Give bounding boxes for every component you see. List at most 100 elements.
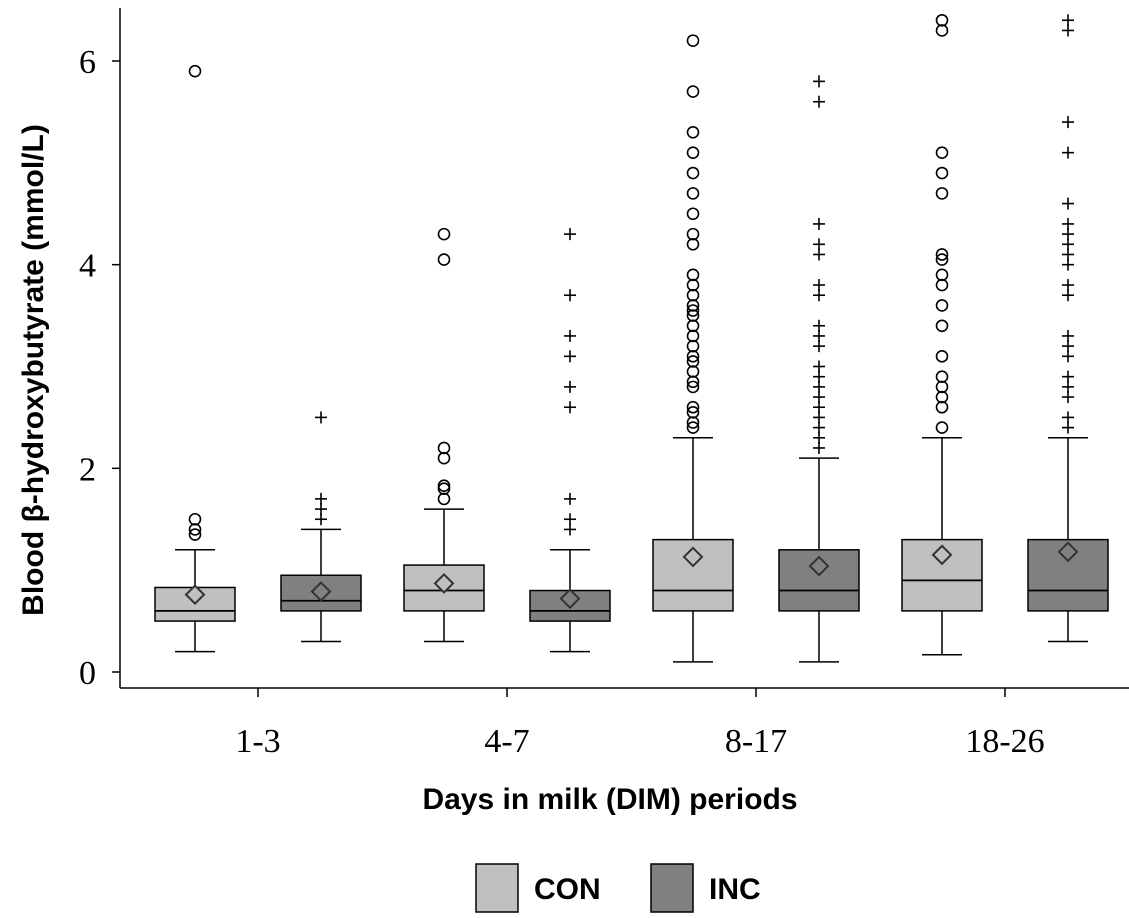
outlier-point [1062, 411, 1074, 424]
outlier-point [686, 299, 700, 312]
outlier-point [564, 289, 576, 302]
outlier-point [686, 329, 700, 343]
y-axis-title: Blood β-hydroxybutyrate (mmol/L) [17, 124, 50, 616]
outlier-point [1062, 421, 1074, 434]
outlier-point [1062, 289, 1074, 302]
outlier-point [686, 365, 700, 378]
outlier-point [686, 339, 700, 353]
legend-label: INC [709, 873, 761, 906]
mean-marker [559, 588, 581, 610]
box-inc-8-17 [778, 75, 860, 663]
outlier-point [437, 253, 451, 266]
outlier-point [935, 350, 949, 363]
outlier-point [686, 288, 700, 302]
mean-marker [184, 584, 206, 606]
outlier-point [1062, 238, 1074, 251]
legend: CON INC [475, 863, 761, 913]
outlier-point [935, 370, 949, 383]
outlier-point [564, 492, 576, 505]
y-tick-label: 4 [79, 248, 96, 285]
box-iqr [778, 549, 860, 612]
outlier-point [813, 329, 825, 342]
axes: 0 2 4 6 1-3 4-7 8-17 18-26 [79, 8, 1129, 760]
outlier-point [315, 503, 327, 516]
outlier-point [1062, 24, 1074, 37]
outlier-point [188, 64, 202, 78]
outlier-point [1062, 258, 1074, 271]
outlier-point [564, 513, 576, 526]
outlier-point [686, 416, 700, 429]
legend-label: CON [534, 873, 601, 906]
legend-item-inc: INC [650, 863, 761, 913]
outlier-point [564, 228, 576, 241]
outlier-point [1062, 391, 1074, 404]
outlier-point [935, 146, 949, 159]
outlier-point [935, 24, 949, 37]
outlier-point [686, 125, 700, 139]
outlier-point [315, 411, 327, 424]
outlier-point [315, 513, 327, 526]
outlier-point [935, 390, 949, 404]
outlier-point [1062, 217, 1074, 230]
legend-item-con: CON [475, 863, 601, 913]
box-con-1-3 [154, 64, 236, 653]
outlier-point [686, 319, 700, 333]
outlier-point [813, 370, 825, 383]
outlier-point [686, 375, 700, 389]
outlier-point [315, 492, 327, 505]
outlier-point [1062, 116, 1074, 129]
outlier-point [813, 391, 825, 404]
outlier-point [686, 421, 700, 434]
outlier-point [935, 319, 949, 333]
outlier-point [813, 95, 825, 108]
outlier-point [935, 248, 949, 261]
mean-marker [931, 544, 953, 566]
outlier-point [813, 319, 825, 332]
mean-marker [310, 581, 332, 602]
outlier-point [813, 279, 825, 292]
outlier-point [686, 207, 700, 221]
outlier-point [437, 441, 451, 455]
outlier-point [686, 304, 700, 317]
outlier-point [935, 299, 949, 312]
outlier-point [686, 238, 700, 251]
outlier-point [1062, 329, 1074, 342]
outlier-point [813, 217, 825, 230]
outlier-point [686, 380, 700, 394]
outlier-point [686, 278, 700, 292]
outlier-point [686, 85, 700, 98]
outlier-point [935, 278, 949, 292]
outlier-point [188, 528, 202, 541]
outlier-point [1062, 370, 1074, 383]
outlier-point [686, 406, 700, 419]
outlier-point [1062, 146, 1074, 159]
outlier-point [935, 421, 949, 434]
outlier-point [437, 451, 451, 465]
box-inc-1-3 [280, 411, 362, 643]
outlier-point [437, 492, 451, 506]
x-tick-label: 1-3 [235, 723, 280, 760]
mean-marker [682, 546, 704, 568]
outlier-point [686, 166, 700, 180]
outlier-point [813, 340, 825, 353]
plot-area [154, 13, 1109, 663]
x-axis-title: Days in milk (DIM) periods [422, 783, 797, 816]
outlier-point [686, 350, 700, 363]
y-tick-label: 6 [79, 44, 96, 81]
outlier-point [935, 400, 949, 414]
outlier-point [686, 227, 700, 241]
outlier-point [813, 289, 825, 302]
outlier-point [813, 411, 825, 424]
x-tick-label: 4-7 [484, 723, 529, 760]
outlier-point [686, 146, 700, 159]
outlier-point [935, 380, 949, 394]
outlier-point [813, 421, 825, 434]
outlier-point [1062, 380, 1074, 393]
outlier-point [686, 34, 700, 47]
outlier-point [686, 268, 700, 282]
y-tick-label: 0 [79, 655, 96, 692]
outlier-point [564, 380, 576, 393]
outlier-point [564, 350, 576, 363]
outlier-point [1062, 228, 1074, 241]
outlier-point [935, 253, 949, 266]
